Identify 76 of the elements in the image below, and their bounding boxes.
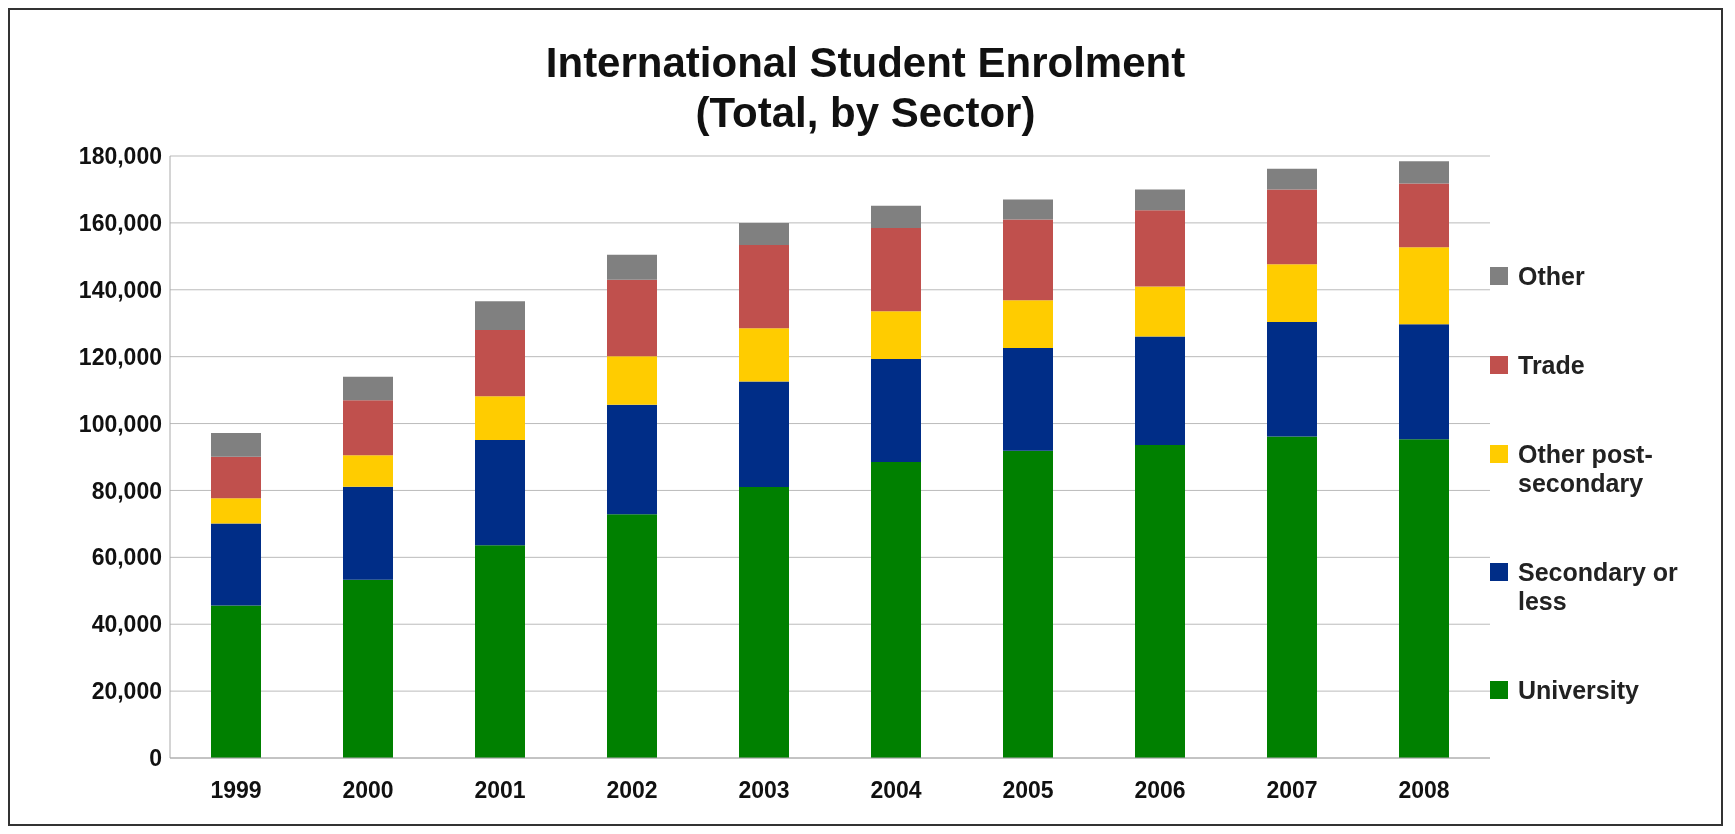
x-tick-label: 2002 xyxy=(606,777,658,804)
bar xyxy=(1003,199,1053,220)
x-tick-label: 1999 xyxy=(210,777,262,804)
bar xyxy=(1135,210,1185,287)
bar xyxy=(1267,168,1317,190)
bar xyxy=(1267,264,1317,322)
legend-label: Trade xyxy=(1518,350,1586,380)
y-tick-label: 180,000 xyxy=(78,143,162,170)
y-tick-label: 100,000 xyxy=(78,410,162,437)
bar xyxy=(211,523,261,606)
x-tick-label: 2001 xyxy=(474,777,526,804)
x-tick-label: 2000 xyxy=(342,777,394,804)
bar xyxy=(343,455,393,487)
bar xyxy=(343,486,393,580)
bar xyxy=(739,222,789,245)
bar xyxy=(343,400,393,456)
bar xyxy=(607,514,657,758)
bar xyxy=(343,579,393,758)
bar xyxy=(739,381,789,488)
y-tick-label: 120,000 xyxy=(78,343,162,370)
bar xyxy=(1135,444,1185,758)
bar xyxy=(1267,436,1317,758)
x-tick-label: 2008 xyxy=(1398,777,1450,804)
bar xyxy=(475,439,525,546)
bar xyxy=(211,498,261,524)
bar xyxy=(1003,450,1053,758)
legend-label: Other xyxy=(1518,261,1586,291)
bar xyxy=(607,404,657,515)
y-tick-label: 0 xyxy=(149,745,162,772)
bar xyxy=(871,227,921,312)
chart-title: International Student Enrolment (Total, by Sector) xyxy=(544,38,1187,138)
bar xyxy=(871,462,921,758)
bar xyxy=(607,254,657,280)
bar xyxy=(211,432,261,457)
bar xyxy=(1135,189,1185,211)
bar xyxy=(1135,286,1185,337)
bar xyxy=(1267,189,1317,265)
bar xyxy=(739,244,789,329)
bar xyxy=(1399,247,1449,325)
x-tick-label: 2007 xyxy=(1266,777,1318,804)
y-tick-label: 40,000 xyxy=(91,611,162,638)
y-tick-label: 60,000 xyxy=(91,544,162,571)
bar xyxy=(343,376,393,401)
bar xyxy=(211,605,261,758)
bar xyxy=(1003,300,1053,348)
bar xyxy=(739,487,789,758)
bar xyxy=(1003,347,1053,451)
bar xyxy=(211,456,261,499)
bar xyxy=(1399,183,1449,248)
bar xyxy=(739,328,789,382)
bar xyxy=(475,301,525,330)
bar xyxy=(871,311,921,360)
bar xyxy=(1399,161,1449,184)
bar xyxy=(475,545,525,758)
bar xyxy=(871,359,921,463)
bar xyxy=(1267,321,1317,437)
legend-label: University xyxy=(1518,675,1640,705)
bar xyxy=(475,329,525,397)
bar xyxy=(1135,336,1185,445)
bar xyxy=(1399,439,1449,758)
bar xyxy=(1399,324,1449,440)
y-tick-label: 160,000 xyxy=(78,210,162,237)
bar xyxy=(607,279,657,357)
y-tick-label: 80,000 xyxy=(91,477,162,504)
legend-label: Secondary or less xyxy=(1518,557,1679,616)
bar xyxy=(871,205,921,228)
y-tick-label: 140,000 xyxy=(78,276,162,303)
x-tick-label: 2006 xyxy=(1134,777,1186,804)
x-tick-label: 2003 xyxy=(738,777,790,804)
y-tick-label: 20,000 xyxy=(91,678,162,705)
legend-label: Other post-secondary xyxy=(1518,439,1654,498)
x-tick-label: 2005 xyxy=(1002,777,1054,804)
x-tick-label: 2004 xyxy=(870,777,922,804)
bar xyxy=(607,356,657,405)
bar xyxy=(475,396,525,440)
bar xyxy=(1003,219,1053,301)
